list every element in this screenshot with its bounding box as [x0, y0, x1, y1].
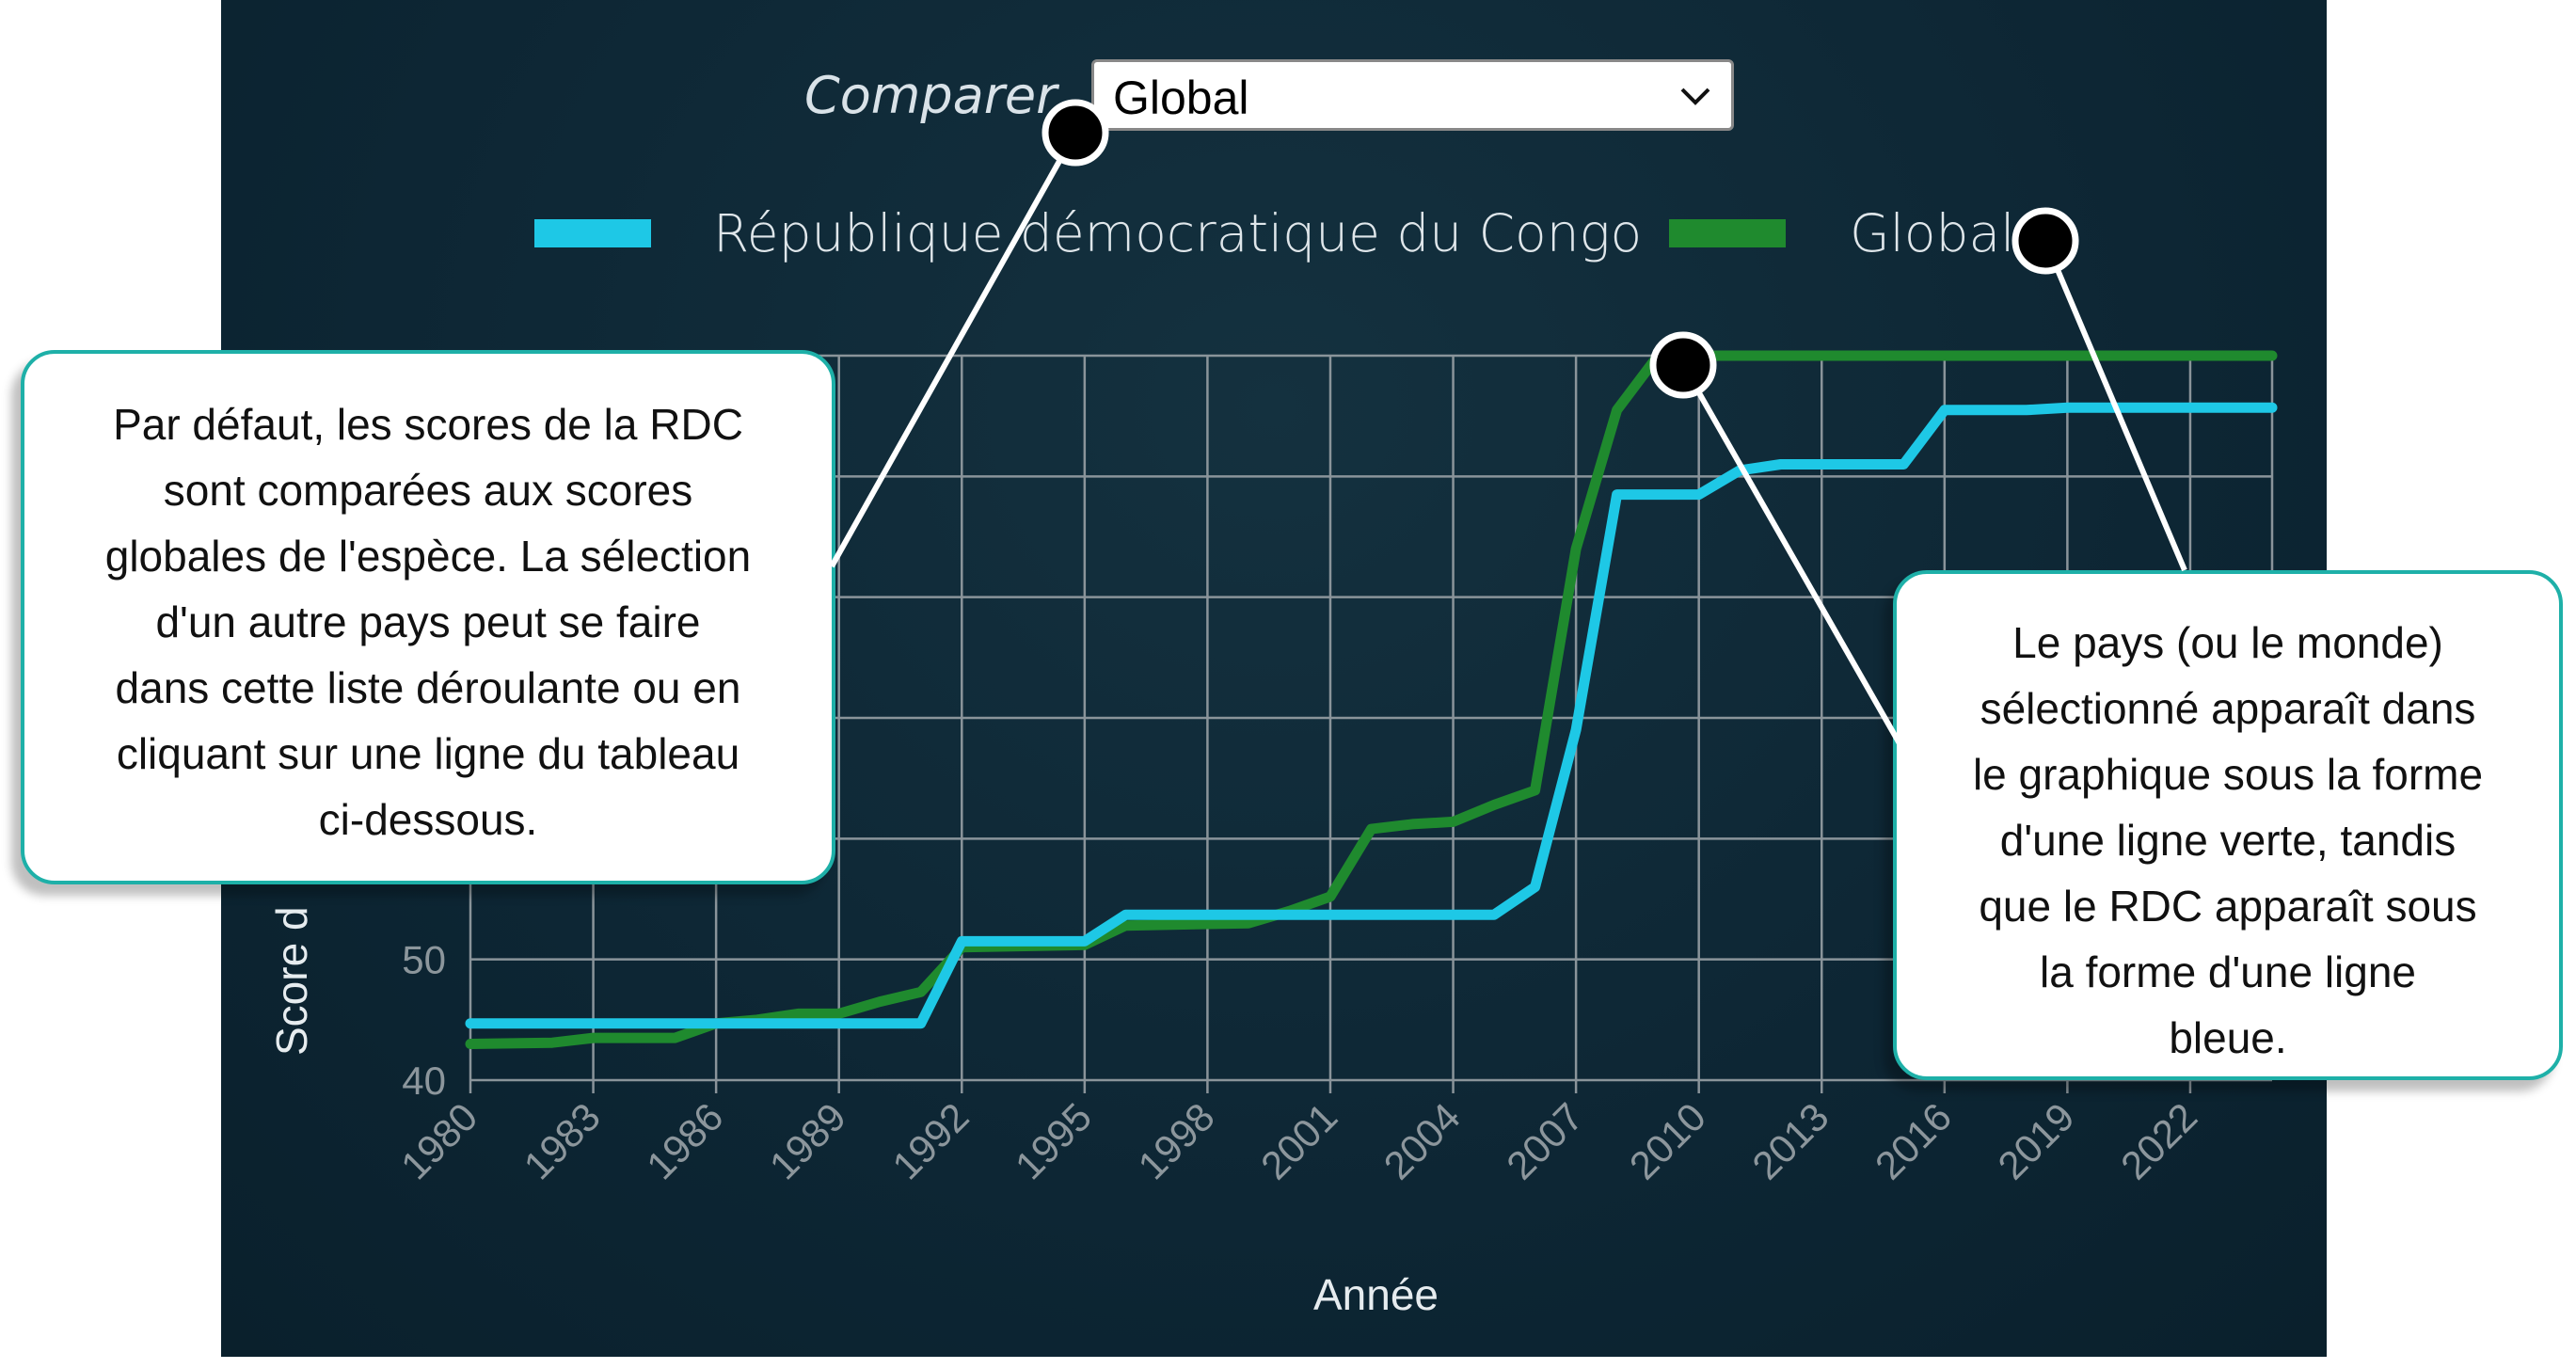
x-tick-label: 1989 [761, 1094, 854, 1187]
x-tick-label: 2004 [1375, 1094, 1469, 1187]
x-tick-label: 1983 [516, 1094, 609, 1187]
legend-swatch-rdc[interactable] [534, 219, 651, 247]
chevron-down-icon [1680, 88, 1710, 105]
x-tick-label: 2022 [2112, 1094, 2205, 1187]
x-tick-label: 2001 [1252, 1094, 1345, 1187]
x-tick-label: 1980 [392, 1094, 485, 1187]
x-tick-label: 1998 [1129, 1094, 1222, 1187]
x-tick-label: 1986 [638, 1094, 731, 1187]
x-tick-label: 2010 [1621, 1094, 1714, 1187]
y-tick-label: 50 [402, 938, 446, 982]
compare-select-value: Global [1113, 72, 1249, 124]
x-tick-label: 2007 [1498, 1094, 1591, 1187]
legend-label-global[interactable]: Global [1850, 203, 2015, 263]
callout-left-text: Par défaut, les scores de la RDC sont co… [104, 400, 752, 844]
callout-left: Par défaut, les scores de la RDC sont co… [21, 350, 835, 884]
y-axis-title: Score d [267, 906, 316, 1056]
y-tick-label: 40 [402, 1059, 446, 1103]
series-line-rdc [465, 402, 2278, 1029]
compare-select[interactable]: Global [1091, 59, 1734, 131]
x-tick-label: 1995 [1007, 1094, 1100, 1187]
compare-label: Comparer [804, 66, 1057, 125]
callout-right-text: Le pays (ou le monde) sélectionné appara… [1972, 618, 2484, 1062]
x-tick-label: 2013 [1743, 1094, 1837, 1187]
x-tick-label: 2019 [1989, 1094, 2082, 1187]
x-tick-label: 1992 [883, 1094, 977, 1187]
x-axis-title: Année [1313, 1270, 1439, 1319]
callout-right: Le pays (ou le monde) sélectionné appara… [1893, 570, 2563, 1080]
legend-swatch-global[interactable] [1669, 219, 1786, 247]
x-tick-label: 2016 [1867, 1094, 1960, 1187]
